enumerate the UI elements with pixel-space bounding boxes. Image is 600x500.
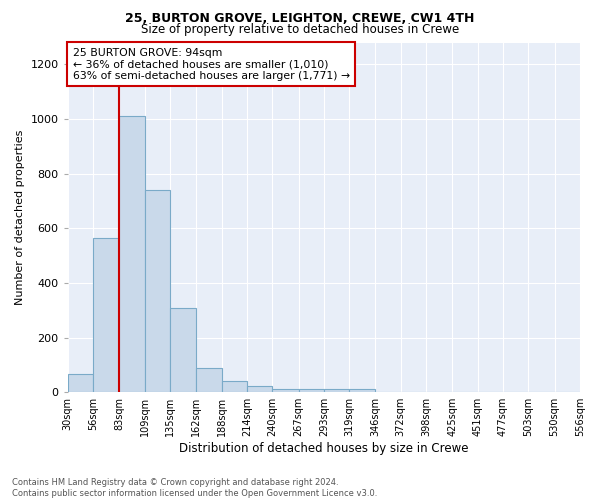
Bar [68,374,93,392]
Text: 25 BURTON GROVE: 94sqm
← 36% of detached houses are smaller (1,010)
63% of semi-: 25 BURTON GROVE: 94sqm ← 36% of detached… [73,48,350,81]
Bar [93,238,119,392]
Bar [196,368,221,392]
Bar [299,390,324,392]
Y-axis label: Number of detached properties: Number of detached properties [15,130,25,305]
Text: Size of property relative to detached houses in Crewe: Size of property relative to detached ho… [141,22,459,36]
Bar [221,380,247,392]
Text: Contains HM Land Registry data © Crown copyright and database right 2024.
Contai: Contains HM Land Registry data © Crown c… [12,478,377,498]
Bar [119,116,145,392]
Bar [247,386,272,392]
X-axis label: Distribution of detached houses by size in Crewe: Distribution of detached houses by size … [179,442,469,455]
Text: 25, BURTON GROVE, LEIGHTON, CREWE, CW1 4TH: 25, BURTON GROVE, LEIGHTON, CREWE, CW1 4… [125,12,475,26]
Bar [170,308,196,392]
Bar [349,390,376,392]
Bar [272,389,299,392]
Bar [324,390,349,392]
Bar [145,190,170,392]
